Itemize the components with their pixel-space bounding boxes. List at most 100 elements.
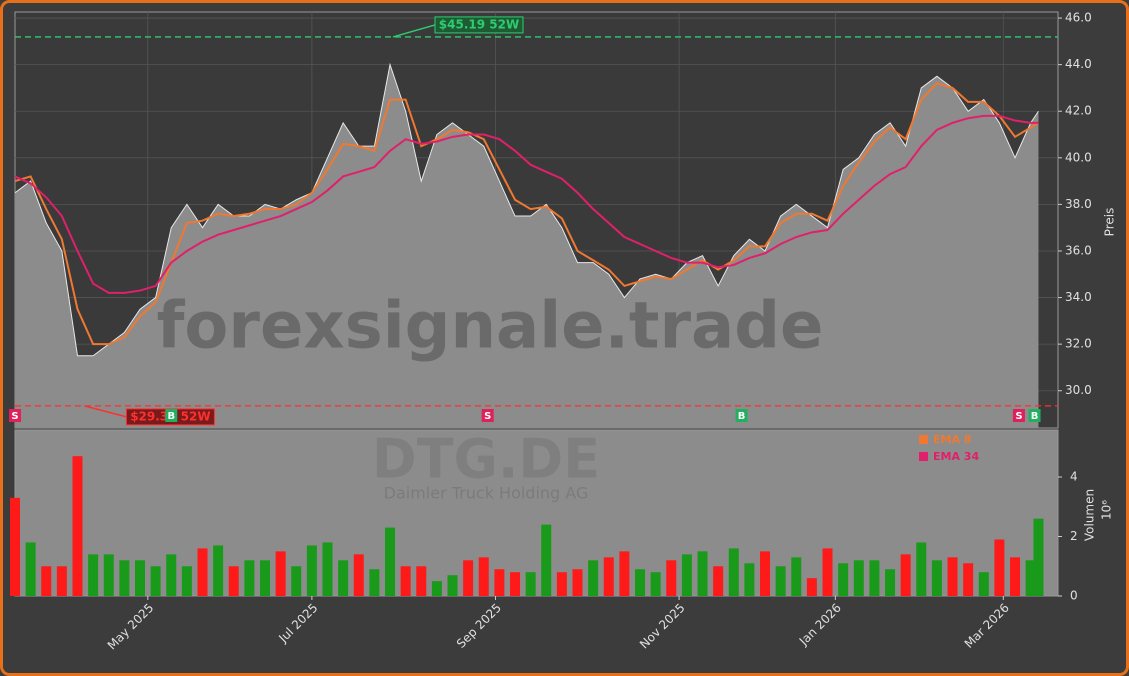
legend-label: EMA 8 [933, 433, 971, 446]
legend-label: EMA 34 [933, 450, 979, 463]
y-tick-label: 42.0 [1065, 104, 1092, 118]
volume-bar [697, 551, 708, 596]
volume-bar [791, 557, 802, 596]
volume-bar [900, 554, 911, 596]
volume-bar [135, 560, 146, 596]
volume-bar [275, 551, 286, 596]
volume-bar [494, 569, 505, 596]
volume-tick-label: 0 [1070, 589, 1078, 603]
volume-bar [760, 551, 771, 596]
price-line [14, 62, 1039, 357]
volume-bar [56, 566, 67, 596]
volume-bar [775, 566, 786, 596]
volume-bar [838, 563, 849, 596]
volume-bar [713, 566, 724, 596]
volume-bar [510, 572, 521, 596]
volume-bar [916, 542, 927, 596]
volume-bar [228, 566, 239, 596]
volume-bar [947, 557, 958, 596]
volume-tick-label: 4 [1070, 470, 1078, 484]
y-tick-label: 36.0 [1065, 243, 1092, 257]
volume-bar [10, 497, 20, 596]
volume-bar [41, 566, 52, 596]
annotation-arrow [84, 405, 127, 418]
legend-swatch [919, 452, 928, 461]
volume-bar [1025, 560, 1036, 596]
volume-bar [994, 539, 1005, 596]
y-tick-label: 46.0 [1065, 11, 1092, 25]
volume-bar [463, 560, 474, 596]
volume-bar [588, 560, 599, 596]
plot [10, 62, 1044, 596]
signal-label: S [484, 411, 491, 422]
volume-bar [213, 545, 224, 596]
volume-bar [1033, 518, 1044, 596]
volume-exponent: 10⁶ [1100, 500, 1114, 520]
volume-bar [400, 566, 411, 596]
volume-axis-label: Volumen [1083, 489, 1097, 541]
volume-bar [728, 548, 739, 596]
price-area [15, 64, 1039, 429]
volume-bar [822, 548, 833, 596]
annotation-label: $45.19 52W [439, 17, 519, 31]
volume-bar [197, 548, 208, 596]
y-tick-label: 34.0 [1065, 290, 1092, 304]
volume-bar [1010, 557, 1021, 596]
volume-bar [885, 569, 896, 596]
volume-bar [931, 560, 942, 596]
volume-bar [431, 581, 442, 596]
signal-marker [9, 409, 21, 422]
volume-bar [291, 566, 302, 596]
signal-label: S [11, 411, 18, 422]
volume-bar [244, 560, 255, 596]
volume-bar [806, 578, 817, 596]
signal-marker [1028, 409, 1041, 422]
volume-bar [322, 542, 333, 596]
volume-bar [650, 572, 661, 596]
volume-bar [666, 560, 677, 596]
volume-bar [572, 569, 583, 596]
volume-bar [556, 572, 567, 596]
annotation-arrow [392, 24, 436, 38]
legend-swatch [919, 435, 928, 444]
volume-bar [853, 560, 864, 596]
y-tick-label: 38.0 [1065, 197, 1092, 211]
symbol-watermark: DTG.DE [372, 428, 600, 491]
volume-bar [681, 554, 692, 596]
volume-bar [603, 557, 614, 596]
volume-bar [369, 569, 380, 596]
volume-bar [150, 566, 161, 596]
volume-bar [181, 566, 192, 596]
signal-label: B [1031, 411, 1039, 422]
signal-label: B [167, 411, 175, 422]
volume-bar [869, 560, 880, 596]
signal-label: B [738, 411, 746, 422]
signal-marker [481, 409, 494, 422]
volume-bar [963, 563, 974, 596]
volume-bar [72, 456, 83, 596]
ema-line [14, 82, 1039, 346]
volume-bar [416, 566, 427, 596]
y-tick-label: 44.0 [1065, 57, 1092, 71]
volume-bar [88, 554, 99, 596]
volume-bar [385, 527, 396, 596]
signal-marker [735, 409, 748, 422]
volume-bar [338, 560, 349, 596]
volume-bar [478, 557, 489, 596]
volume-bar [447, 575, 458, 596]
volume-bar [744, 563, 755, 596]
volume-bar [166, 554, 177, 596]
volume-bar [260, 560, 271, 596]
volume-bar [119, 560, 130, 596]
y-axis-label: Preis [1103, 208, 1117, 237]
signal-marker [165, 409, 178, 422]
watermark: forexsignale.trade [157, 290, 824, 364]
volume-bar [103, 554, 114, 596]
signal-label: S [1015, 411, 1022, 422]
volume-bar [353, 554, 364, 596]
signal-marker [1012, 409, 1025, 422]
volume-bar [978, 572, 989, 596]
ema-line [14, 114, 1039, 294]
y-tick-label: 30.0 [1065, 383, 1092, 397]
